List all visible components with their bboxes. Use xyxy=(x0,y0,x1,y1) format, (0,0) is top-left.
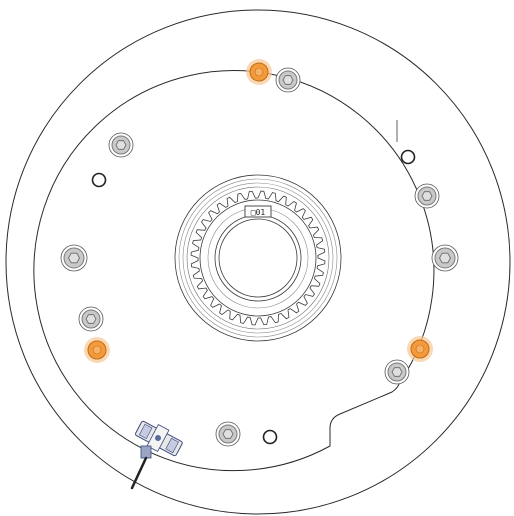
part-tag xyxy=(244,205,272,218)
mounting-plate xyxy=(33,70,435,472)
hex-bolt xyxy=(78,306,104,332)
open-hole xyxy=(262,429,278,445)
highlighted-bolt xyxy=(407,336,433,362)
hub-ring-3 xyxy=(182,182,334,334)
hub-assembly: □01 xyxy=(174,174,342,342)
hex-bolt xyxy=(215,421,241,447)
sensor-connector xyxy=(140,445,152,459)
hub-ring-4 xyxy=(199,199,317,317)
sensor-cable xyxy=(130,456,148,490)
hex-bolt xyxy=(414,183,440,209)
spline-outer-ring xyxy=(186,186,330,330)
hex-bolt xyxy=(275,67,301,93)
highlighted-bolt xyxy=(246,59,272,85)
open-hole xyxy=(91,172,107,188)
highlighted-bolt xyxy=(84,337,110,363)
hex-bolt xyxy=(108,132,134,158)
spline-profile xyxy=(190,190,326,326)
bore-inner xyxy=(218,218,298,298)
hex-bolt xyxy=(384,359,410,385)
hub-ring-2 xyxy=(178,178,338,338)
sensor-assembly xyxy=(130,420,183,490)
part-tag-label: □01 xyxy=(251,208,266,217)
spline-teeth xyxy=(186,186,330,330)
open-hole xyxy=(400,149,416,165)
hub-outer-ring xyxy=(174,174,342,342)
hex-bolt xyxy=(60,244,88,272)
hex-bolt xyxy=(431,244,459,272)
